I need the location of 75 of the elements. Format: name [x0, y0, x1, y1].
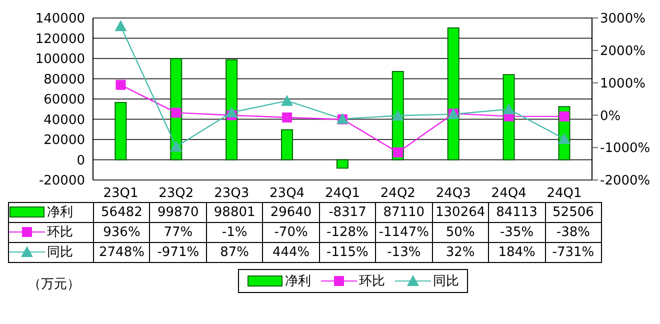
data-label: 130264: [432, 202, 489, 222]
point: [559, 111, 570, 122]
y-tick-label: 80000: [44, 72, 85, 88]
point: [226, 106, 238, 118]
data-label: 184%: [488, 242, 545, 262]
data-label: 936%: [94, 222, 150, 242]
text: 净利: [285, 274, 311, 289]
x-tick-label: 24Q3: [436, 186, 471, 202]
y-tick-label: -20000: [38, 174, 85, 189]
data-label: 52506: [545, 202, 602, 222]
x-tick-label: 23Q1: [103, 186, 138, 202]
data-label: -128%: [319, 222, 376, 242]
data-label: 2748%: [94, 242, 150, 262]
y-tick-label: 20000: [44, 133, 85, 148]
point: [281, 94, 294, 106]
point: [116, 80, 126, 90]
bar: [336, 159, 348, 169]
y2-tick-label: -2000%: [600, 174, 650, 189]
legend-label: 环比: [47, 224, 73, 241]
point: [392, 110, 404, 121]
text: （万元）: [28, 277, 80, 292]
y2-tick-label: 3000%: [600, 12, 646, 27]
data-label: -13%: [376, 242, 432, 262]
point: [392, 147, 403, 158]
data-label: 29640: [262, 202, 320, 222]
legend-label: 净利: [47, 204, 73, 221]
data-label: 32%: [432, 242, 489, 262]
data-label: -35%: [488, 222, 545, 242]
data-label: -1%: [206, 222, 263, 242]
y-tick-label: 140000: [35, 12, 85, 27]
bar: [281, 129, 294, 160]
y2-tick-label: 0%: [600, 108, 621, 124]
text: 环比: [359, 274, 385, 289]
data-label: 77%: [150, 222, 206, 242]
data-label: -731%: [545, 242, 602, 262]
data-label: -8317: [319, 202, 376, 222]
x-tick-label: 23Q2: [158, 186, 194, 202]
x-tick-label: 24Q1: [546, 186, 582, 202]
data-label: 50%: [432, 222, 489, 242]
point: [170, 140, 182, 152]
y-tick-label: 100000: [35, 52, 85, 68]
data-label: 84113: [488, 202, 545, 222]
point: [558, 132, 570, 144]
data-label: -1147%: [376, 222, 432, 242]
y2-tick-label: 2000%: [600, 44, 646, 60]
point: [282, 112, 292, 122]
data-label: 444%: [262, 242, 320, 262]
x-tick-label: 24Q1: [324, 186, 360, 202]
data-label: -38%: [545, 222, 602, 242]
y-tick-label: 120000: [35, 32, 85, 47]
legend-label: 同比: [47, 244, 73, 261]
x-tick-label: 23Q4: [270, 186, 305, 202]
data-label: -971%: [150, 242, 206, 262]
point: [171, 108, 182, 118]
y2-tick-label: -1000%: [600, 141, 650, 156]
y2-tick-label: 1000%: [600, 76, 646, 92]
data-label: 87%: [206, 242, 263, 262]
y-tick-label: 60000: [44, 92, 85, 108]
point: [114, 20, 127, 32]
data-label: 56482: [94, 202, 150, 222]
bar: [226, 59, 238, 160]
data-label: -70%: [262, 222, 320, 242]
data-label: 99870: [150, 202, 206, 222]
y-tick-label: 40000: [44, 112, 85, 128]
data-label: -115%: [319, 242, 376, 262]
point: [502, 103, 515, 114]
bar: [114, 102, 127, 160]
x-tick-label: 23Q3: [214, 186, 250, 202]
data-label: 87110: [376, 202, 432, 222]
x-tick-label: 24Q2: [380, 186, 416, 202]
data-label: 98801: [206, 202, 263, 222]
bar: [447, 27, 460, 160]
text: 同比: [433, 274, 459, 289]
x-tick-label: 24Q4: [491, 186, 526, 202]
y-tick-label: 0: [76, 153, 85, 168]
